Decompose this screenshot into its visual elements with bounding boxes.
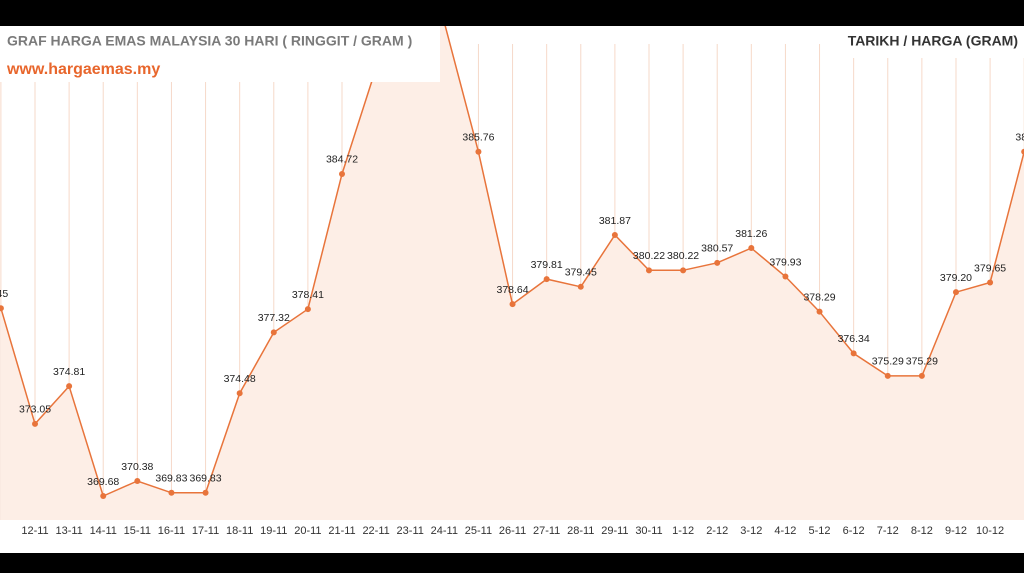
value-label: 377.32 xyxy=(258,312,290,324)
value-label: 369.83 xyxy=(189,473,221,485)
point xyxy=(782,273,789,280)
point xyxy=(680,267,687,274)
plot: .45373.05374.81369.68370.38369.83369.833… xyxy=(0,19,1024,520)
x-tick-label: 4-12 xyxy=(774,525,796,537)
value-label: 378.41 xyxy=(292,289,324,301)
point xyxy=(645,267,652,274)
x-tick-label: 22-11 xyxy=(362,525,389,537)
x-tick-label: 3-12 xyxy=(740,525,762,537)
point xyxy=(270,329,277,336)
value-label: 369.68 xyxy=(87,476,119,488)
value-label: 373.05 xyxy=(19,404,51,416)
value-label: 374.48 xyxy=(224,373,256,385)
x-tick-label: 25-11 xyxy=(465,525,492,537)
point xyxy=(748,245,755,252)
value-label: 379.45 xyxy=(565,267,597,279)
x-tick-label: 1-12 xyxy=(672,525,694,537)
value-label: 376.34 xyxy=(838,333,870,345)
x-tick-label: 15-11 xyxy=(124,525,151,537)
value-label: .45 xyxy=(0,288,8,300)
point xyxy=(339,170,345,177)
x-tick-label: 17-11 xyxy=(192,525,219,537)
point xyxy=(66,383,73,390)
value-label: 379.93 xyxy=(769,256,801,268)
value-label: 385 xyxy=(1015,131,1024,143)
x-tick-label: 21-11 xyxy=(328,525,355,537)
value-label: 385.76 xyxy=(462,131,494,143)
value-label: 380.57 xyxy=(701,243,733,255)
value-label: 378.29 xyxy=(803,291,835,303)
point xyxy=(714,259,721,266)
title-backdrop xyxy=(0,26,440,82)
point xyxy=(441,19,447,25)
value-label: 369.83 xyxy=(155,473,187,485)
x-tick-label: 7-12 xyxy=(877,525,899,537)
x-tick-label: 12-11 xyxy=(21,525,48,537)
area xyxy=(0,26,1024,520)
x-tick-label: 29-11 xyxy=(601,525,628,537)
legend-title: TARIKH / HARGA (GRAM) xyxy=(848,33,1018,49)
point xyxy=(816,308,823,315)
x-tick-label: 30-11 xyxy=(635,525,662,537)
value-label: 379.65 xyxy=(974,262,1006,274)
point xyxy=(850,350,857,357)
x-tick-label: 16-11 xyxy=(158,525,185,537)
x-tick-label: 20-11 xyxy=(294,525,321,537)
point xyxy=(168,489,175,496)
x-tick-label: 26-11 xyxy=(499,525,526,537)
point xyxy=(884,372,891,379)
point xyxy=(32,420,39,427)
point xyxy=(543,276,550,283)
value-label: 370.38 xyxy=(121,461,153,473)
x-tick-label: 28-11 xyxy=(567,525,594,537)
x-tick-label: 2-12 xyxy=(706,525,728,537)
value-label: 374.81 xyxy=(53,366,85,378)
value-label: 384.72 xyxy=(326,154,358,166)
point xyxy=(407,19,413,25)
point xyxy=(987,279,994,286)
x-tick-label: 23-11 xyxy=(397,525,424,537)
point xyxy=(304,306,311,313)
point xyxy=(0,305,4,312)
point xyxy=(952,289,959,296)
value-label: 379.81 xyxy=(531,259,563,271)
legend-backdrop xyxy=(830,26,1024,58)
point xyxy=(611,231,618,238)
point xyxy=(134,478,141,485)
value-label: 381.26 xyxy=(735,228,767,240)
x-tick-label: 5-12 xyxy=(809,525,831,537)
x-tick-label: 24-11 xyxy=(431,525,458,537)
value-label: 381.87 xyxy=(599,215,631,227)
point xyxy=(509,301,516,308)
point xyxy=(475,148,482,155)
chart-subtitle: www.hargaemas.my xyxy=(6,61,160,78)
x-tick-label: 19-11 xyxy=(260,525,287,537)
value-label: 380.22 xyxy=(667,250,699,262)
point xyxy=(577,283,584,290)
value-label: 375.29 xyxy=(906,356,938,368)
value-label: 379.20 xyxy=(940,272,972,284)
value-label: 378.64 xyxy=(496,284,528,296)
value-label: 380.22 xyxy=(633,250,665,262)
point xyxy=(918,372,925,379)
point xyxy=(1021,148,1024,155)
value-label: 375.29 xyxy=(872,356,904,368)
x-tick-label: 9-12 xyxy=(945,525,967,537)
x-tick-label: 13-11 xyxy=(55,525,82,537)
x-tick-label: 6-12 xyxy=(843,525,865,537)
x-tick-label: 27-11 xyxy=(533,525,560,537)
x-tick-label: 8-12 xyxy=(911,525,933,537)
point xyxy=(202,489,209,496)
x-tick-label: 14-11 xyxy=(90,525,117,537)
x-tick-label: 10-12 xyxy=(976,525,1004,537)
point xyxy=(100,493,107,500)
x-tick-label: 18-11 xyxy=(226,525,253,537)
chart-title: GRAF HARGA EMAS MALAYSIA 30 HARI ( RINGG… xyxy=(7,33,412,49)
point xyxy=(236,390,243,397)
